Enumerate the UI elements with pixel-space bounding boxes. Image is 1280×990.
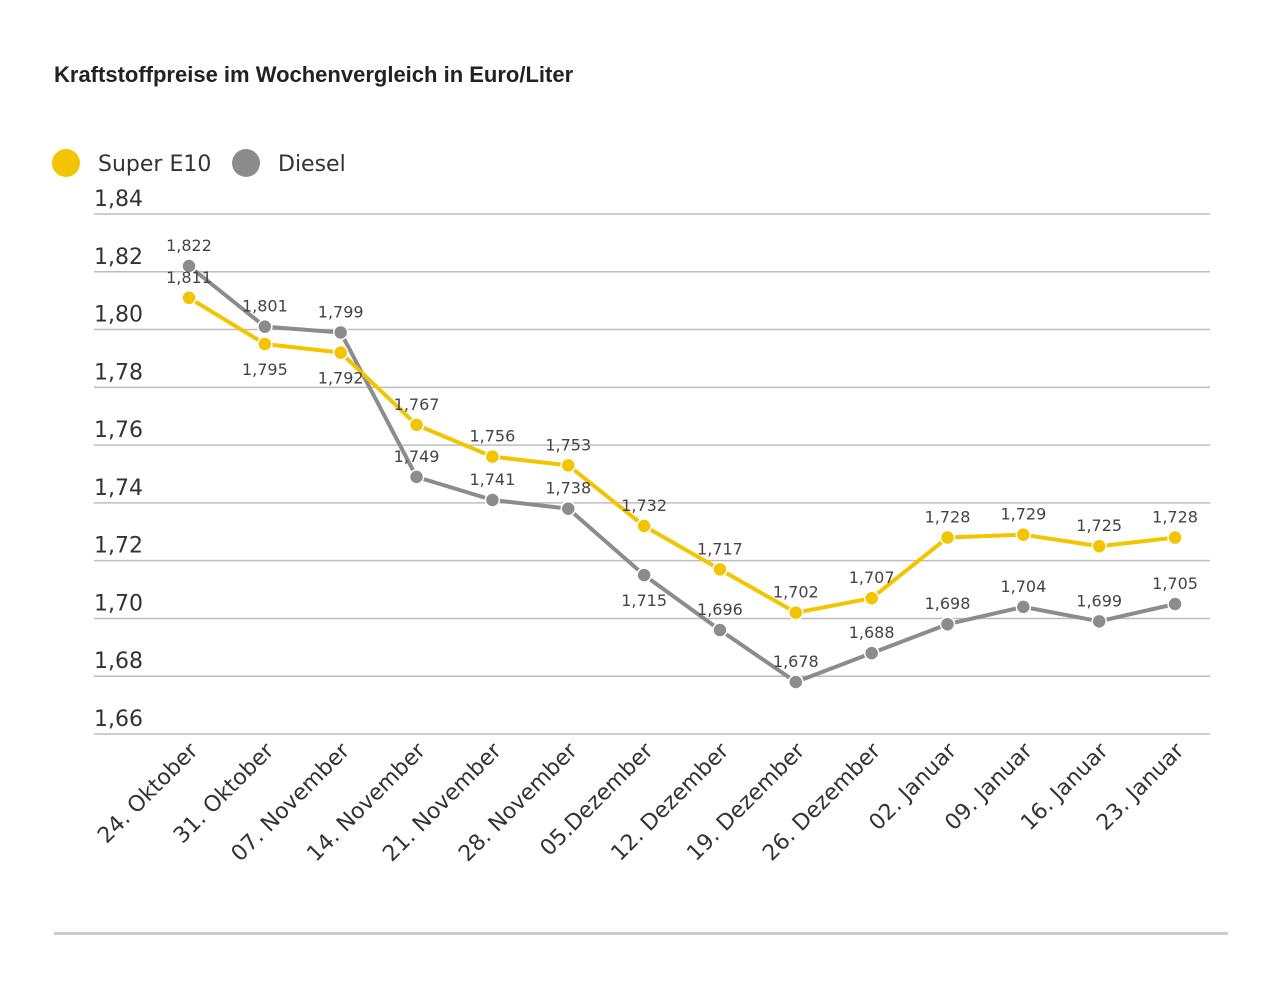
point-1-4 xyxy=(484,492,501,508)
data-label-1-8: 1,678 xyxy=(773,652,819,671)
point-0-11 xyxy=(1015,526,1032,543)
data-label-0-11: 1,729 xyxy=(1000,505,1046,524)
point-0-0 xyxy=(181,290,197,306)
data-label-0-10: 1,728 xyxy=(925,508,971,527)
y-tick-label-5: 1,74 xyxy=(94,476,143,501)
data-label-1-3: 1,749 xyxy=(394,447,440,466)
legend-label-1: Diesel xyxy=(278,152,346,177)
data-label-1-7: 1,696 xyxy=(697,600,743,619)
data-label-1-10: 1,698 xyxy=(925,594,971,613)
legend-marker-1 xyxy=(232,149,260,177)
data-label-0-9: 1,707 xyxy=(849,568,895,587)
data-label-0-5: 1,753 xyxy=(545,435,591,454)
y-tick-label-2: 1,80 xyxy=(94,303,143,328)
point-1-13 xyxy=(1167,596,1183,612)
point-1-11 xyxy=(1015,599,1032,615)
point-0-2 xyxy=(332,344,349,361)
point-0-12 xyxy=(1091,538,1107,554)
point-1-2 xyxy=(332,324,349,341)
gridlines xyxy=(94,213,1210,735)
point-1-5 xyxy=(560,500,576,517)
point-1-0 xyxy=(181,258,197,274)
data-label-0-13: 1,728 xyxy=(1152,508,1198,527)
data-label-0-8: 1,702 xyxy=(773,583,819,602)
data-label-1-9: 1,688 xyxy=(849,623,895,642)
y-tick-label-8: 1,68 xyxy=(94,649,143,674)
point-1-1 xyxy=(257,318,273,335)
y-axis: 1,84 1,82 1,80 1,78 1,76 1,74 1,72 1,70 1,68 1,66 xyxy=(94,187,143,732)
data-label-1-4: 1,741 xyxy=(469,470,515,489)
data-label-1-12: 1,699 xyxy=(1076,591,1122,610)
data-label-1-5: 1,738 xyxy=(545,479,591,498)
footer-divider xyxy=(54,932,1228,935)
y-tick-label-6: 1,72 xyxy=(94,534,143,559)
point-1-7 xyxy=(712,622,728,638)
data-label-0-3: 1,767 xyxy=(394,395,440,414)
y-tick-label-1: 1,82 xyxy=(94,245,143,270)
data-label-0-0: 1,811 xyxy=(166,268,212,287)
data-label-0-1: 1,795 xyxy=(242,360,288,379)
point-1-8 xyxy=(788,674,804,690)
y-tick-label-0: 1,84 xyxy=(94,187,143,212)
data-label-0-12: 1,725 xyxy=(1076,516,1122,535)
point-0-13 xyxy=(1167,529,1183,546)
point-0-1 xyxy=(257,336,273,352)
data-label-0-4: 1,756 xyxy=(469,427,515,446)
data-label-0-7: 1,717 xyxy=(697,539,743,558)
point-1-6 xyxy=(636,567,652,583)
data-label-1-6: 1,715 xyxy=(621,591,667,610)
point-1-12 xyxy=(1091,613,1107,630)
data-label-1-1: 1,801 xyxy=(242,297,288,316)
chart-title: Kraftstoffpreise im Wochenvergleich in E… xyxy=(54,62,574,87)
point-0-10 xyxy=(939,529,956,546)
data-label-1-2: 1,799 xyxy=(318,302,364,321)
y-tick-label-3: 1,78 xyxy=(94,360,143,385)
y-tick-label-4: 1,76 xyxy=(94,418,143,443)
point-0-5 xyxy=(560,457,576,474)
data-label-0-6: 1,732 xyxy=(621,496,667,515)
y-tick-label-7: 1,70 xyxy=(94,591,143,616)
data-label-1-13: 1,705 xyxy=(1152,574,1198,593)
data-label-1-11: 1,704 xyxy=(1000,577,1046,596)
data-label-0-2: 1,792 xyxy=(318,369,364,388)
point-0-8 xyxy=(788,604,804,621)
series-line-0 xyxy=(187,296,1176,615)
series-group xyxy=(181,258,1183,690)
point-0-3 xyxy=(408,417,425,433)
point-1-3 xyxy=(408,469,425,485)
series-line-1 xyxy=(187,264,1176,684)
point-0-9 xyxy=(863,590,880,606)
point-1-10 xyxy=(939,616,956,632)
data-labels: 1,811 1,795 1,792 1,767 1,756 1,753 1,732 1,717… xyxy=(166,236,1198,671)
point-0-7 xyxy=(712,561,728,578)
point-0-6 xyxy=(636,518,652,534)
point-1-9 xyxy=(863,645,880,661)
point-0-4 xyxy=(484,448,501,465)
y-tick-label-9: 1,66 xyxy=(94,707,143,732)
legend: Super E10 Diesel xyxy=(52,149,346,177)
legend-label-0: Super E10 xyxy=(98,152,211,177)
data-label-1-0: 1,822 xyxy=(166,236,212,255)
legend-marker-0 xyxy=(52,149,80,177)
